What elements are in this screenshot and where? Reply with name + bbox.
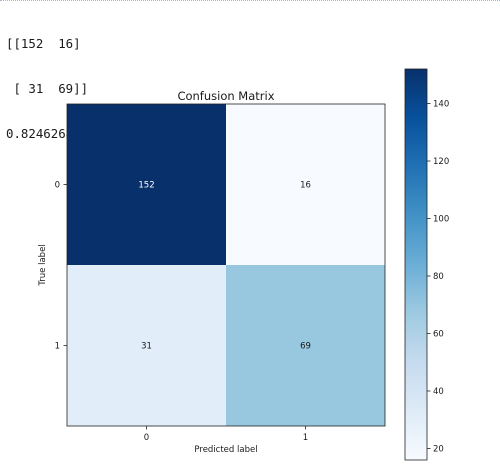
colorbar-tick-label: 60 [433,330,444,340]
cell-value-label: 69 [300,342,311,352]
heatmap-cell [226,265,385,426]
x-tick-label: 1 [303,433,308,443]
chart-title: Confusion Matrix [177,89,274,103]
colorbar-tick-label: 80 [433,272,444,282]
colorbar-tick-label: 40 [433,387,444,397]
heatmap-cell [226,104,385,265]
heatmap-cell [67,104,226,265]
colorbar-tick-label: 20 [433,445,444,455]
y-tick-label: 0 [55,181,60,191]
x-tick-label: 0 [144,433,149,443]
plot-frame [66,103,386,427]
y-axis-label: True label [38,244,48,286]
y-tick-label: 1 [55,342,60,352]
colorbar [404,68,428,461]
console-line-matrix-row-2: [ 31 69]] [6,81,89,96]
x-axis-label: Predicted label [194,445,257,455]
heatmap-cell [67,265,226,426]
axis-ticks: 0 1 0 1 [55,181,309,444]
cell-value-label: 31 [141,342,152,352]
heatmap-cells: 152 16 31 69 [67,104,385,426]
console-line-matrix-row-1: [[152 16] [6,36,81,51]
cell-value-label: 16 [300,181,311,191]
colorbar-ticks: 20 40 60 80 100 120 140 [427,100,449,455]
colorbar-tick-label: 140 [433,100,449,110]
cell-top-border [0,0,500,1]
cell-value-label: 152 [138,181,154,191]
colorbar-tick-label: 120 [433,157,449,167]
colorbar-tick-label: 100 [433,215,449,225]
